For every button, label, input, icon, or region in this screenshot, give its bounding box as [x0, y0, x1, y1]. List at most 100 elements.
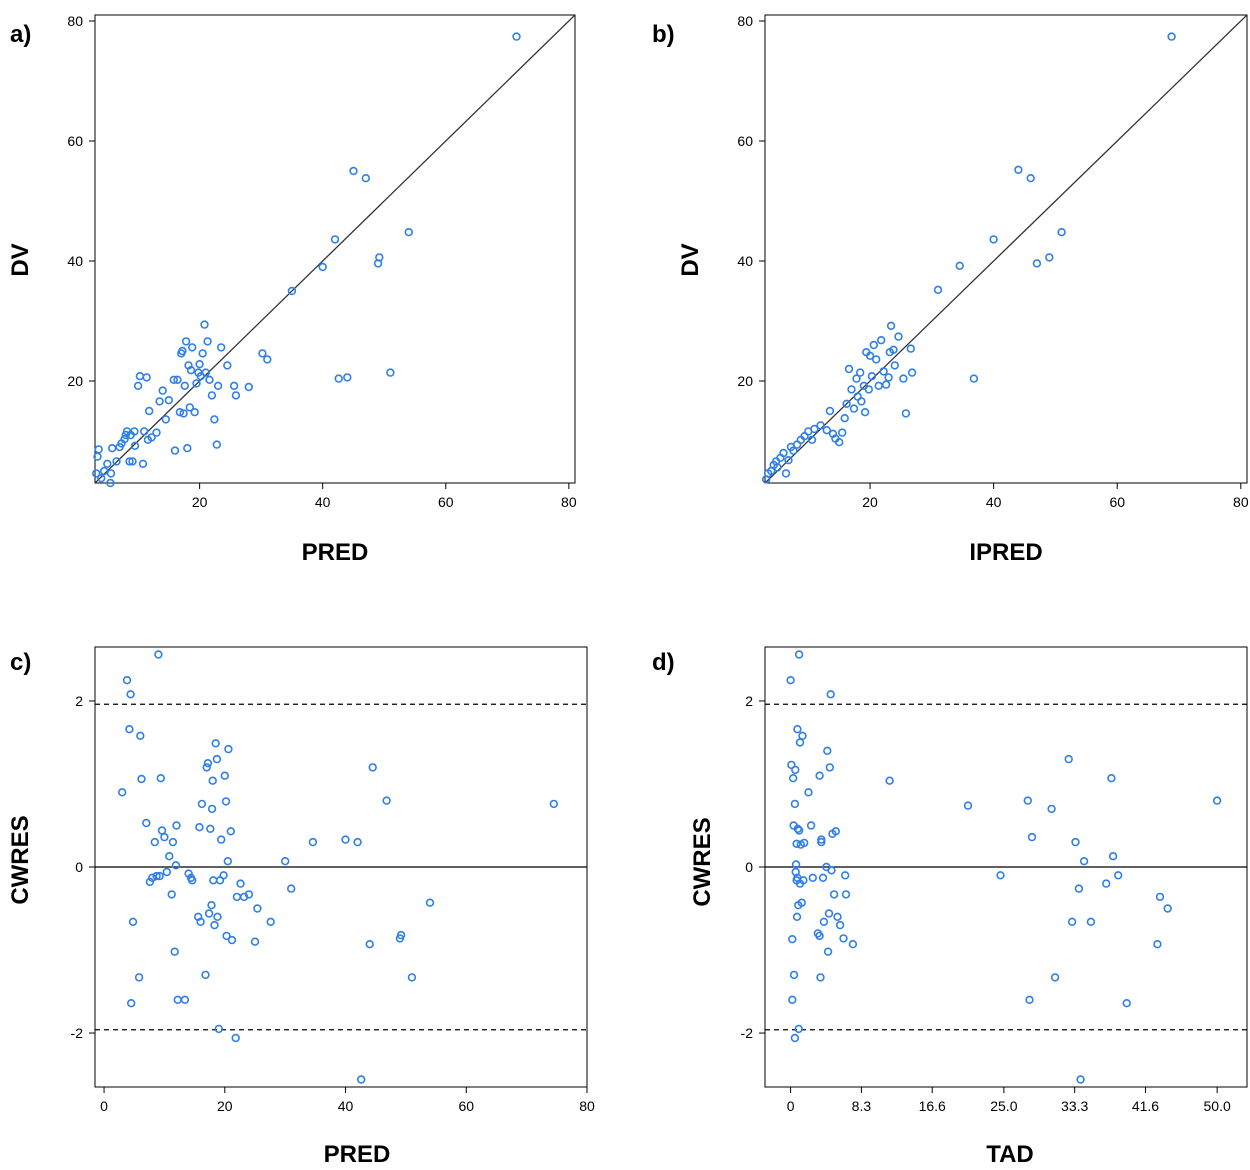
data-point	[201, 368, 211, 377]
data-point	[222, 931, 231, 941]
data-point	[224, 744, 233, 754]
data-point	[790, 799, 800, 809]
x-tick-label: 60	[458, 1098, 474, 1114]
plot-frame	[94, 14, 576, 484]
data-point	[167, 890, 176, 899]
data-point	[1163, 904, 1172, 913]
data-point	[773, 463, 782, 472]
data-point	[213, 912, 222, 921]
data-point	[1079, 856, 1089, 866]
data-point	[792, 912, 802, 921]
data-point	[791, 860, 801, 869]
data-point	[217, 835, 226, 844]
y-axis-label: CWRES	[7, 815, 34, 904]
data-point	[91, 469, 101, 478]
panel-label: b)	[652, 21, 675, 48]
plot-frame	[764, 14, 1248, 484]
data-point	[996, 871, 1005, 880]
data-point	[823, 746, 832, 755]
data-point	[849, 404, 859, 413]
data-point	[1047, 804, 1056, 814]
data-point	[382, 796, 391, 805]
data-point	[512, 32, 521, 41]
data-point	[353, 837, 362, 847]
y-tick-label: 0	[75, 859, 83, 875]
data-point	[205, 375, 214, 384]
data-point	[212, 754, 222, 764]
data-point	[825, 406, 835, 416]
data-point	[816, 973, 825, 982]
data-point	[287, 884, 296, 893]
data-point	[1153, 939, 1162, 949]
data-point	[198, 349, 207, 358]
x-tick-label: 41.6	[1132, 1098, 1159, 1114]
data-point	[155, 397, 164, 406]
data-point	[226, 827, 236, 836]
data-point	[886, 321, 896, 330]
data-point	[210, 415, 219, 424]
data-point	[173, 995, 182, 1004]
data-point	[1032, 259, 1042, 268]
data-point	[121, 430, 131, 440]
data-point	[1064, 754, 1073, 764]
data-point	[156, 773, 166, 783]
data-point	[788, 995, 797, 1004]
data-point	[818, 873, 828, 882]
data-point	[94, 445, 103, 454]
data-point	[223, 361, 232, 370]
data-point	[874, 381, 883, 390]
data-point	[1101, 879, 1111, 888]
data-point	[185, 403, 195, 412]
data-point	[831, 827, 840, 836]
data-point	[203, 758, 213, 768]
data-point	[106, 478, 115, 488]
data-point	[213, 381, 223, 390]
x-tick-label: 40	[986, 494, 1002, 510]
data-point	[969, 374, 979, 383]
data-point	[168, 837, 178, 847]
data-point	[823, 947, 833, 956]
data-point	[884, 373, 893, 382]
data-point	[1027, 832, 1037, 842]
data-point	[140, 427, 149, 436]
data-point	[1108, 851, 1118, 861]
data-point	[142, 373, 151, 382]
data-point	[852, 374, 861, 383]
data-point	[160, 832, 169, 842]
y-tick-label: 60	[67, 133, 83, 149]
data-point	[157, 826, 167, 835]
data-point	[901, 409, 911, 418]
data-point	[204, 909, 214, 918]
y-tick-label: 60	[737, 133, 753, 149]
data-point	[195, 822, 204, 832]
data-point	[170, 446, 180, 455]
data-point	[844, 364, 854, 374]
data-point	[192, 379, 201, 388]
data-point	[195, 360, 204, 369]
data-point	[825, 763, 834, 772]
data-point	[1023, 796, 1033, 805]
data-point	[134, 973, 144, 982]
data-point	[404, 228, 413, 237]
data-point	[1076, 1075, 1085, 1084]
data-point	[1212, 796, 1222, 805]
x-tick-label: 20	[192, 494, 208, 510]
data-point	[989, 235, 998, 244]
x-axis-label: TAD	[986, 1141, 1034, 1168]
data-point	[815, 931, 824, 941]
data-point	[130, 427, 139, 436]
data-point	[906, 344, 915, 353]
data-point	[793, 724, 802, 734]
data-point	[890, 361, 899, 370]
data-point	[1014, 165, 1023, 175]
data-point	[148, 873, 157, 882]
data-point	[263, 355, 272, 364]
data-point	[794, 1024, 803, 1034]
data-point	[815, 771, 824, 780]
data-point	[425, 898, 435, 907]
x-axis-label: PRED	[302, 539, 369, 566]
data-point	[117, 788, 127, 797]
data-point	[287, 286, 297, 296]
data-point	[798, 731, 807, 740]
